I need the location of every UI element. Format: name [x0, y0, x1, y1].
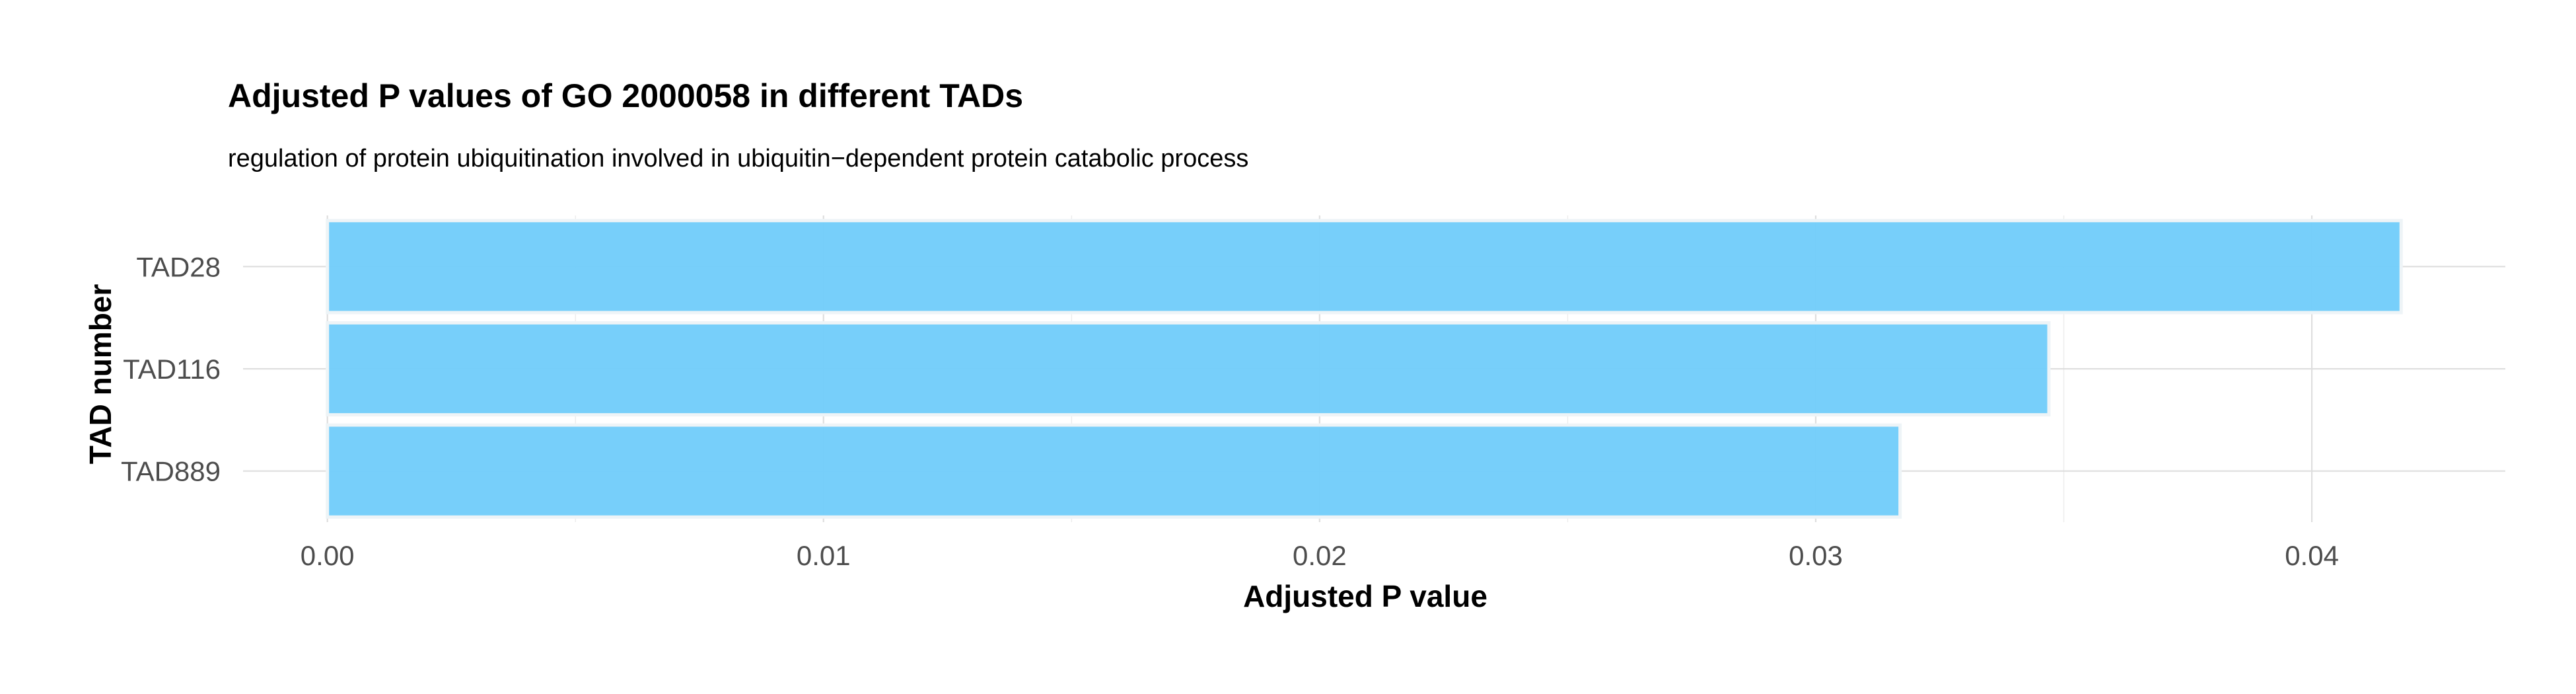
x-axis-title: Adjusted P value — [1243, 579, 1487, 613]
x-tick-label: 0.00 — [301, 540, 355, 571]
plot-area: 0.00 0.01 0.02 0.03 0.04 TAD28 TAD116 TAD889 — [121, 215, 2505, 571]
x-tick-label: 0.02 — [1293, 540, 1347, 571]
chart-title: Adjusted P values of GO 2000058 in diffe… — [228, 77, 1023, 114]
y-tick-label: TAD116 — [123, 354, 221, 385]
chart-subtitle: regulation of protein ubiquitination inv… — [228, 145, 1248, 173]
y-axis-title: TAD number — [83, 284, 118, 465]
x-tick-label: 0.01 — [797, 540, 851, 571]
y-tick-label: TAD889 — [121, 456, 221, 487]
x-tick-label: 0.03 — [1789, 540, 1843, 571]
bar-tad889 — [326, 423, 1902, 519]
bar-tad116 — [326, 321, 2051, 417]
bar-tad28 — [326, 219, 2403, 315]
y-tick-label: TAD28 — [136, 251, 221, 282]
x-tick-label: 0.04 — [2285, 540, 2339, 571]
